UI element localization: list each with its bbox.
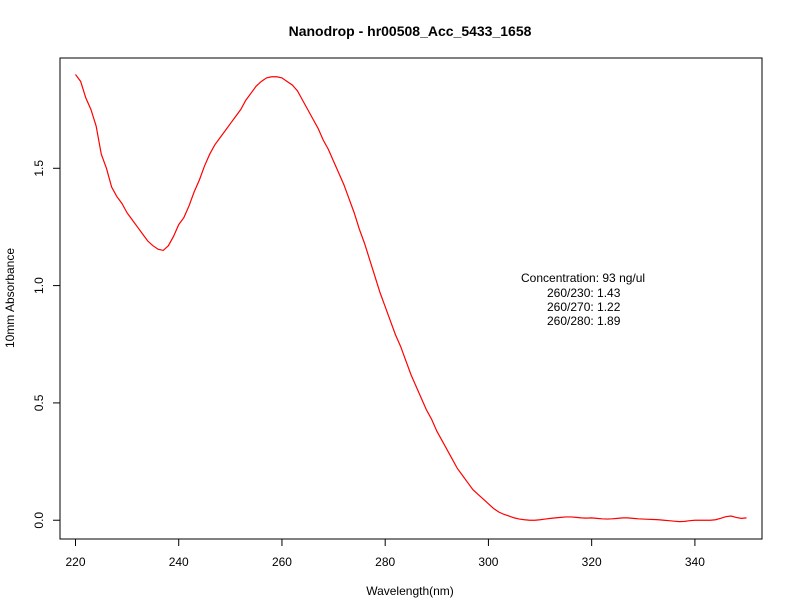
annotation-260-270: 260/270: 1.22 xyxy=(547,300,621,314)
x-tick-label: 340 xyxy=(685,555,705,569)
annotation-block: Concentration: 93 ng/ul 260/230: 1.43 26… xyxy=(521,271,645,328)
absorbance-line xyxy=(75,74,747,523)
annotation-260-280: 260/280: 1.89 xyxy=(547,314,621,328)
annotation-concentration: Concentration: 93 ng/ul xyxy=(521,271,645,285)
chart-title: Nanodrop - hr00508_Acc_5433_1658 xyxy=(289,23,532,39)
x-tick-label: 280 xyxy=(375,555,395,569)
y-tick-label: 1.0 xyxy=(32,277,46,294)
annotation-260-230: 260/230: 1.43 xyxy=(547,286,621,300)
x-tick-label: 260 xyxy=(272,555,292,569)
plot-frame xyxy=(59,57,763,540)
y-tick-label: 0.5 xyxy=(32,394,46,411)
y-tick-label: 0.0 xyxy=(32,512,46,529)
y-tick-label: 1.5 xyxy=(32,160,46,177)
y-axis-label: 10mm Absorbance xyxy=(3,248,17,348)
x-tick-label: 240 xyxy=(169,555,189,569)
x-tick-label: 220 xyxy=(65,555,85,569)
x-axis: 220 240 260 280 300 320 340 xyxy=(65,538,705,569)
x-tick-label: 300 xyxy=(478,555,498,569)
y-axis: 0.0 0.5 1.0 1.5 xyxy=(32,160,61,529)
x-tick-label: 320 xyxy=(582,555,602,569)
x-axis-label: Wavelength(nm) xyxy=(366,584,454,598)
